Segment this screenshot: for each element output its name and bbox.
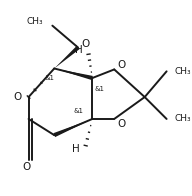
Text: CH₃: CH₃ xyxy=(174,67,191,76)
Text: CH₃: CH₃ xyxy=(26,17,43,26)
Text: CH₃: CH₃ xyxy=(174,114,191,123)
Text: &1: &1 xyxy=(95,86,105,93)
Text: H: H xyxy=(75,45,83,55)
Text: O: O xyxy=(82,39,90,49)
Polygon shape xyxy=(54,68,93,80)
Text: &1: &1 xyxy=(73,108,83,114)
Text: O: O xyxy=(118,60,126,70)
Text: &1: &1 xyxy=(45,75,55,81)
Text: O: O xyxy=(13,92,21,102)
Text: O: O xyxy=(22,162,31,172)
Text: H: H xyxy=(72,144,80,154)
Polygon shape xyxy=(53,119,92,137)
Text: O: O xyxy=(118,119,126,129)
Polygon shape xyxy=(54,46,79,68)
